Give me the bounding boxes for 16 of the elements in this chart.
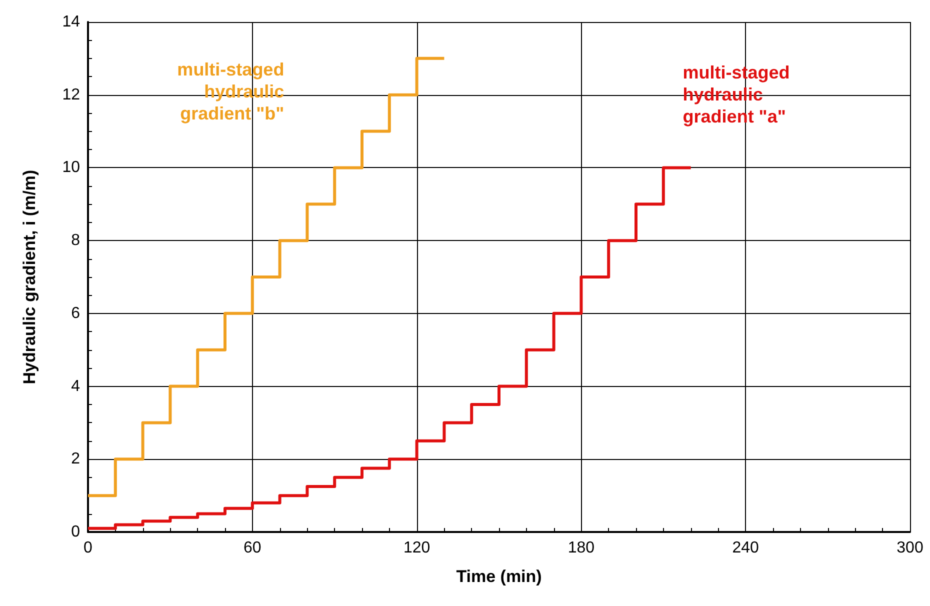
y-tick-label: 6	[71, 304, 80, 322]
y-axis-title: Hydraulic gradient, i (m/m)	[20, 170, 39, 384]
x-tick-label: 120	[403, 540, 430, 556]
x-tick-label: 60	[244, 540, 262, 556]
y-tick-label: 2	[71, 450, 80, 468]
x-tick-label: 180	[568, 540, 595, 556]
x-tick-label: 240	[732, 540, 760, 556]
y-tick-label: 8	[71, 232, 80, 250]
y-tick-label: 10	[62, 159, 80, 176]
y-tick-label: 14	[62, 14, 80, 30]
y-tick-label: 12	[62, 86, 80, 104]
x-axis-title: Time (min)	[456, 567, 542, 586]
y-tick-label: 0	[71, 524, 80, 540]
x-tick-label: 0	[84, 540, 93, 556]
y-tick-label: 4	[71, 378, 80, 395]
x-tick-label: 300	[896, 540, 924, 556]
